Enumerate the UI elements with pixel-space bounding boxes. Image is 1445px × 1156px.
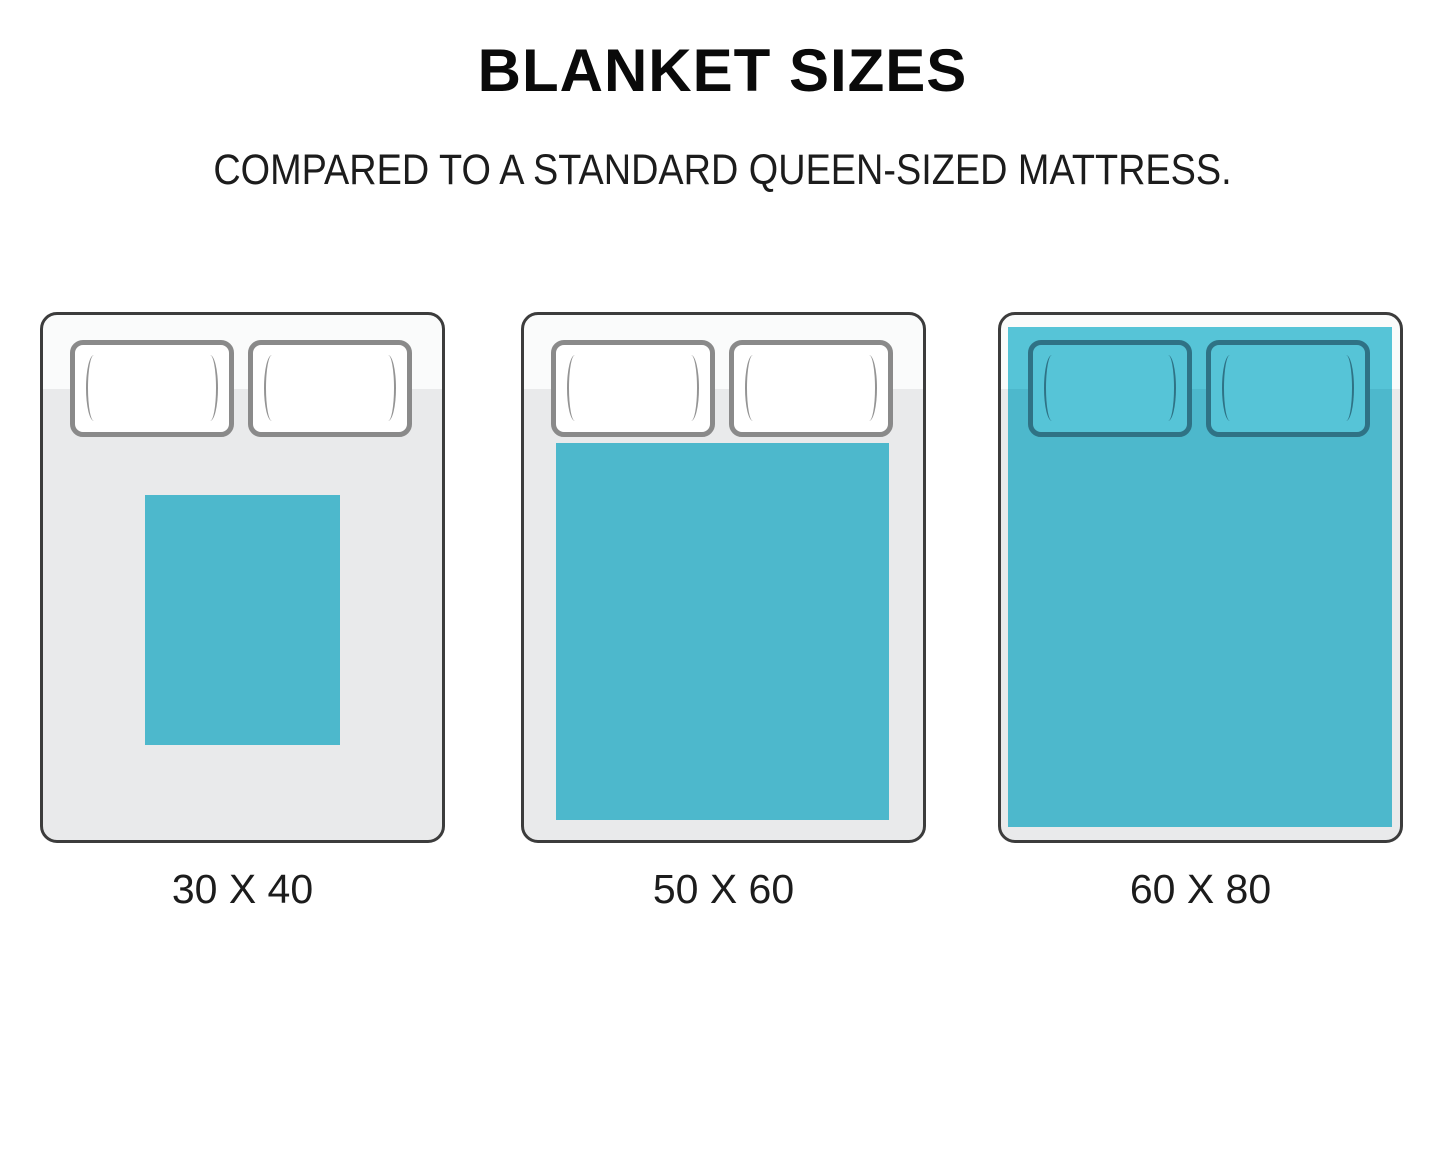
blanket-size-label: 30 X 40 (171, 866, 314, 912)
pillow-left (1028, 340, 1192, 437)
pillow-crease-left (1222, 354, 1238, 421)
pillow-crease-left (567, 354, 583, 421)
pillow-left (551, 340, 715, 437)
pillow-crease-right (861, 354, 877, 421)
pillow-crease-right (1338, 354, 1354, 421)
blanket-50x60 (556, 443, 889, 820)
queen-mattress (521, 312, 926, 843)
bed-diagram-30x40: 30 X 40 (40, 312, 445, 913)
pillow-crease-left (745, 354, 761, 421)
queen-mattress (40, 312, 445, 843)
page-title: BLANKET SIZES (477, 37, 968, 104)
pillow-left (70, 340, 234, 437)
queen-mattress (998, 312, 1403, 843)
pillow-crease-left (86, 354, 102, 421)
pillow-right (248, 340, 412, 437)
blanket-size-label: 60 X 80 (1129, 866, 1272, 912)
pillow-crease-right (380, 354, 396, 421)
pillow-crease-left (1044, 354, 1060, 421)
pillow-crease-right (683, 354, 699, 421)
bed-diagram-60x80: 60 X 80 (998, 312, 1403, 913)
pillow-right (729, 340, 893, 437)
pillow-crease-right (202, 354, 218, 421)
blanket-30x40 (145, 495, 340, 745)
bed-diagram-50x60: 50 X 60 (521, 312, 926, 913)
pillow-right (1206, 340, 1370, 437)
blanket-size-label: 50 X 60 (652, 866, 795, 912)
pillow-crease-right (1160, 354, 1176, 421)
pillow-crease-left (264, 354, 280, 421)
page-subtitle: COMPARED TO A STANDARD QUEEN-SIZED MATTR… (213, 146, 1232, 194)
